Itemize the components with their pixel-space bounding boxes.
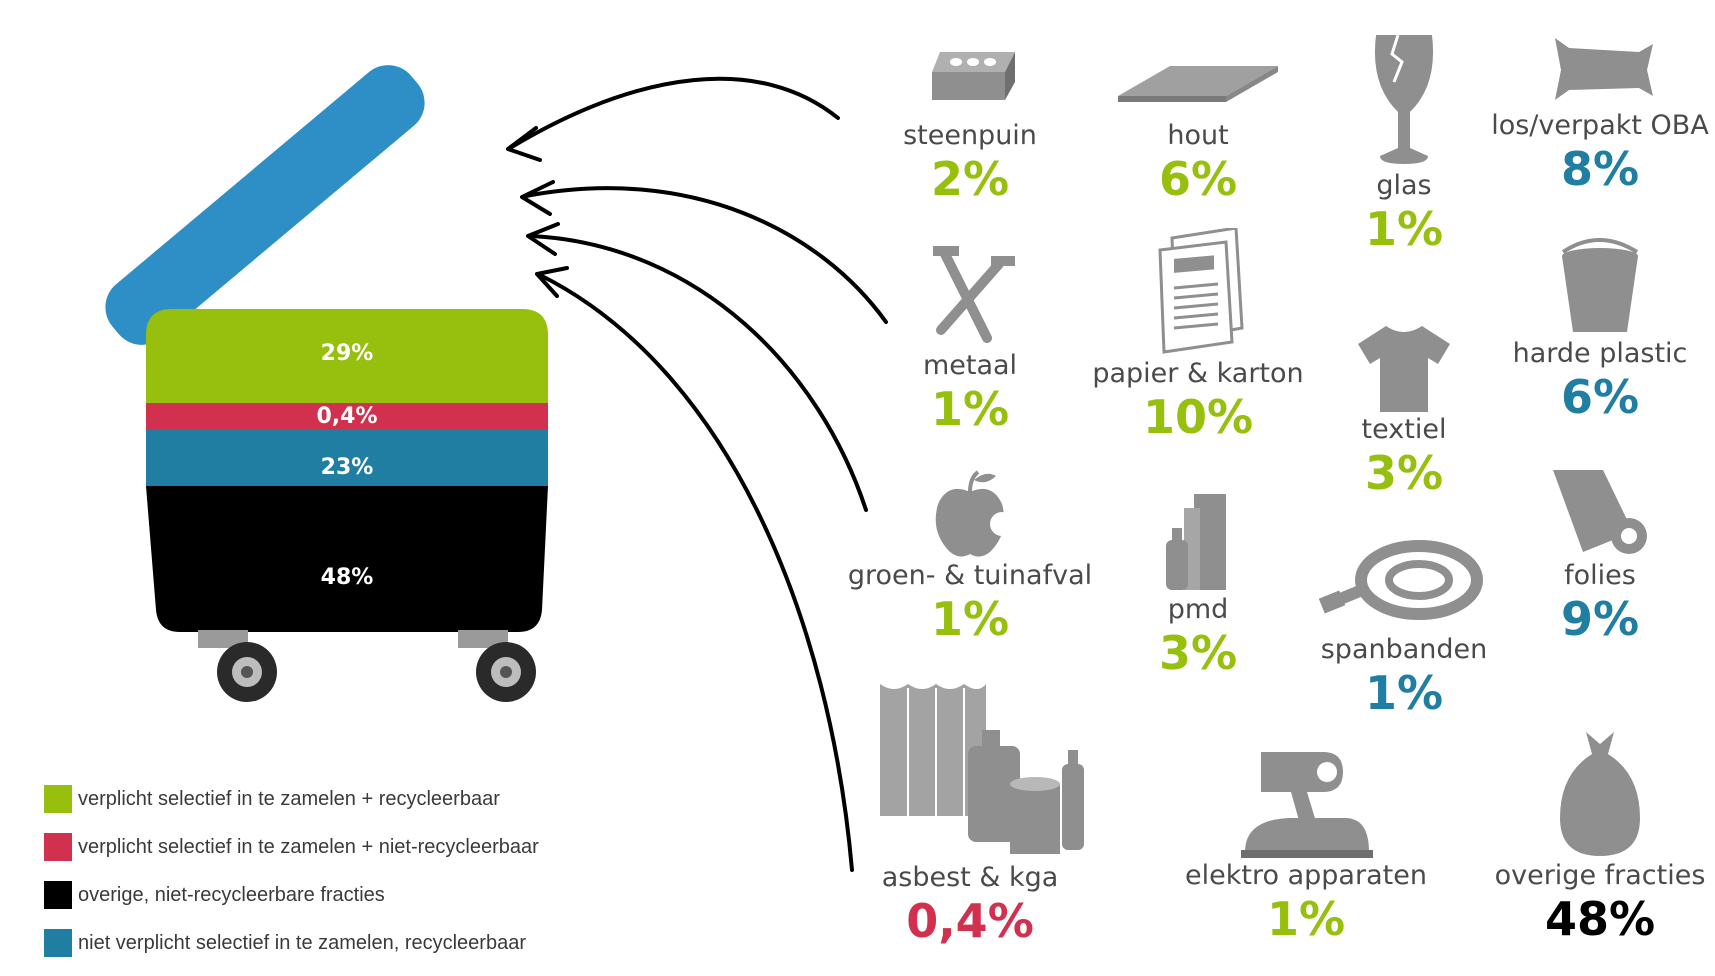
category-name: papier & karton [1092,358,1304,389]
category-name: elektro apparaten [1185,860,1427,891]
category-percentage: 6% [1158,152,1238,206]
strap-icon [1319,540,1483,620]
legend-label: verplicht selectief in te zamelen + recy… [78,787,500,810]
bin-body [146,309,548,632]
category-percentage: 1% [930,382,1010,436]
category-percentage: 6% [1560,370,1640,424]
category-harde-plastic: harde plastic 6% [1470,238,1715,424]
bin-label-red: 0,4% [316,404,377,429]
brick-icon [932,52,1015,100]
category-name: glas [1376,170,1432,201]
category-name: steenpuin [903,120,1037,151]
category-percentage: 9% [1560,592,1640,646]
legend-swatch-blue [44,929,72,957]
category-oba: los/verpakt OBA 8% [1470,30,1715,196]
bin-segment-black [146,486,548,632]
broken-glass-icon [1374,34,1434,164]
category-hout: hout 6% [1068,30,1328,206]
category-name: folies [1564,560,1636,591]
category-overige: overige fracties 48% [1470,728,1715,946]
garbage-bag-icon [1560,732,1640,856]
category-spanbanden: spanbanden 1% [1274,534,1534,720]
appliances-icon [1241,752,1373,858]
category-name: overige fracties [1494,860,1706,891]
legend-label: overige, niet-recycleerbare fracties [78,883,385,906]
category-percentage: 1% [1364,666,1444,720]
category-papier: papier & karton 10% [1068,228,1328,444]
legend-label: verplicht selectief in te zamelen + niet… [78,835,539,858]
category-percentage: 10% [1142,390,1254,444]
apple-icon [935,470,1010,557]
cans-bottle-icon [1166,494,1226,590]
bin-label-blue: 23% [321,455,374,480]
category-name: groen- & tuinafval [847,560,1093,591]
category-percentage: 8% [1560,142,1640,196]
bin-segment-blue [146,429,548,486]
bin-label-black: 48% [321,565,374,590]
bin-segment-red [146,403,548,429]
category-percentage: 1% [1364,202,1444,256]
category-elektro: elektro apparaten 1% [1176,748,1436,946]
category-pmd: pmd 3% [1068,484,1328,680]
category-steenpuin: steenpuin 2% [840,30,1100,206]
category-percentage: 48% [1544,892,1656,946]
category-groen: groen- & tuinafval 1% [840,468,1100,646]
category-asbest: asbest & kga 0,4% [840,680,1100,948]
legend-item-black: overige, niet-recycleerbare fracties [44,871,684,919]
category-name: asbest & kga [881,862,1059,893]
legend-swatch-green [44,785,72,813]
category-metaal: metaal 1% [840,240,1100,436]
category-percentage: 3% [1364,446,1444,500]
foil-roll-icon [1553,470,1647,554]
asbestos-chemicals-icon [880,684,1084,854]
tshirt-icon [1358,326,1450,412]
category-name: pmd [1167,594,1229,625]
category-percentage: 0,4% [906,894,1034,948]
nails-icon [933,246,1015,343]
category-percentage: 2% [930,152,1010,206]
category-name: hout [1167,120,1229,151]
arrow-4 [535,266,854,872]
bin-label-green: 29% [321,341,374,366]
plank-icon [1118,66,1278,102]
legend-item-green: verplicht selectief in te zamelen + recy… [44,775,684,823]
category-glas: glas 1% [1274,30,1534,256]
category-percentage: 1% [1266,892,1346,946]
category-name: spanbanden [1320,634,1488,665]
bin-wheel-left [198,630,277,702]
packed-bag-icon [1555,38,1653,100]
category-name: los/verpakt OBA [1491,110,1709,141]
category-name: harde plastic [1512,338,1688,369]
category-name: metaal [922,350,1018,381]
category-textiel: textiel 3% [1274,322,1534,500]
arrow-3 [526,222,868,512]
legend: verplicht selectief in te zamelen + recy… [44,775,684,967]
bin-wheel-right [458,630,536,702]
category-percentage: 1% [930,592,1010,646]
bin-segment-green [146,309,548,403]
legend-swatch-black [44,881,72,909]
legend-label: niet verplicht selectief in te zamelen, … [78,931,526,954]
arrow-1 [506,76,840,162]
legend-item-red: verplicht selectief in te zamelen + niet… [44,823,684,871]
bin-lid [105,65,425,345]
category-folies: folies 9% [1470,460,1715,646]
newspaper-icon [1158,228,1244,354]
category-percentage: 3% [1158,626,1238,680]
bucket-icon [1561,238,1639,332]
legend-swatch-red [44,833,72,861]
legend-item-blue: niet verplicht selectief in te zamelen, … [44,919,684,967]
arrow-2 [520,180,888,324]
category-name: textiel [1361,414,1447,445]
